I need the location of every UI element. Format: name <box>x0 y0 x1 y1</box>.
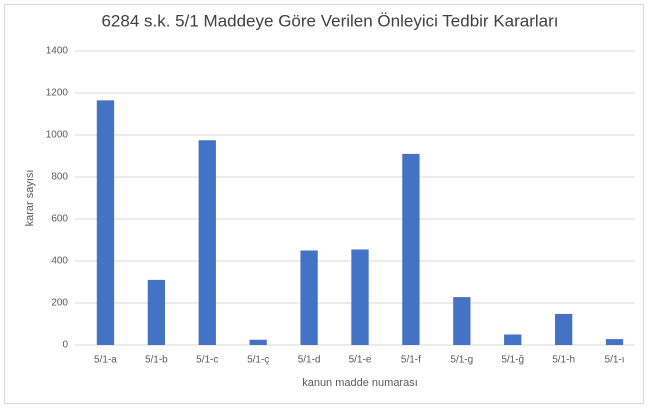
x-tick-label: 5/1-g <box>450 355 473 366</box>
bar <box>300 250 318 345</box>
y-tick-label: 1000 <box>46 130 69 141</box>
y-tick-label: 800 <box>51 172 68 183</box>
x-tick-label: 5/1-ı <box>605 355 625 366</box>
bar <box>198 140 216 345</box>
bar <box>147 279 166 345</box>
y-tick-label: 600 <box>51 214 68 225</box>
y-axis-title: karar sayısı <box>24 170 36 227</box>
bar <box>351 249 369 345</box>
x-tick-label: 5/1-ğ <box>501 355 524 366</box>
bar <box>402 153 420 345</box>
y-tick-label: 1400 <box>46 46 69 57</box>
y-tick-label: 1200 <box>46 88 69 99</box>
bar <box>504 334 522 345</box>
bar <box>453 297 471 345</box>
y-tick-label: 400 <box>51 256 68 267</box>
x-tick-label: 5/1-e <box>349 355 372 366</box>
x-tick-label: 5/1-ç <box>247 355 269 366</box>
x-tick-label: 5/1-f <box>401 355 421 366</box>
bar <box>605 339 624 345</box>
bar <box>554 313 573 345</box>
x-tick-label: 5/1-b <box>145 355 168 366</box>
x-tick-label: 5/1-h <box>552 355 575 366</box>
x-axis-title: kanun madde numarası <box>302 377 418 389</box>
chart-title: 6284 s.k. 5/1 Maddeye Göre Verilen Önley… <box>101 11 558 30</box>
x-tick-label: 5/1-d <box>298 355 321 366</box>
x-tick-label: 5/1-c <box>196 355 218 366</box>
bar <box>249 339 267 345</box>
y-tick-label: 0 <box>62 340 68 351</box>
x-tick-label: 5/1-a <box>94 355 117 366</box>
bar <box>96 100 115 345</box>
y-tick-label: 200 <box>51 298 68 309</box>
